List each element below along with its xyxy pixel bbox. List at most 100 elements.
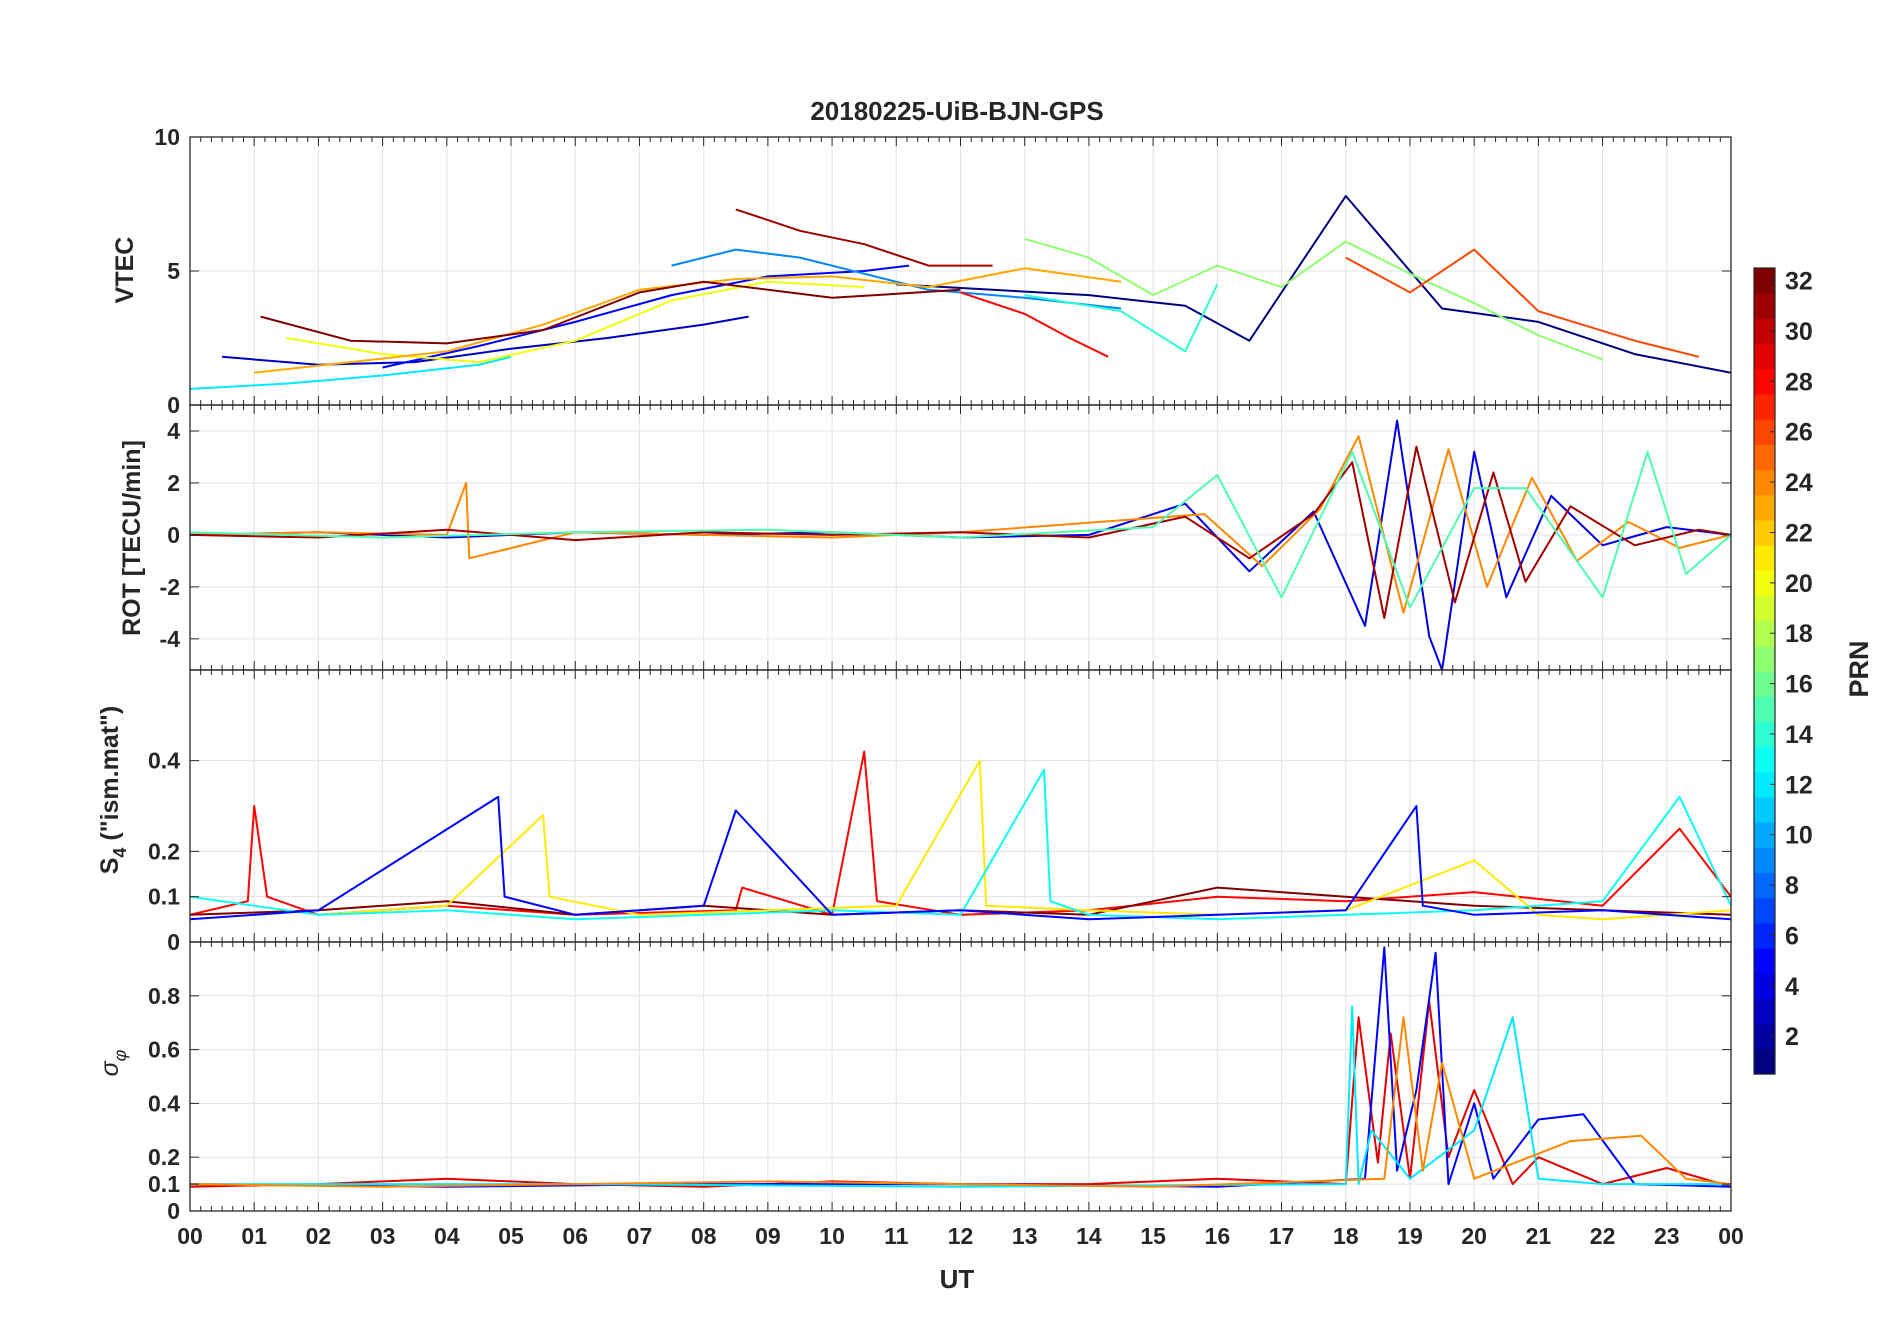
vtec-y-tick-label: 0 [167,392,180,418]
vtec-series-prn-28 [960,291,1109,358]
x-tick-label: 11 [884,1223,909,1249]
chart-title: 20180225-UiB-BJN-GPS [810,96,1103,126]
s4-y-tick-label: 0.2 [148,838,180,864]
x-tick-label: 06 [562,1223,588,1249]
sigma-phi-series-prn-24 [190,1016,1731,1188]
x-tick-label: 03 [370,1223,396,1249]
colorbar-swatch [1754,494,1775,521]
colorbar-swatch [1754,948,1775,974]
vtec-series-prn-26 [1345,248,1700,358]
colorbar-tick-label: 14 [1785,721,1813,749]
s4-series-prn-21 [318,759,1731,921]
colorbar-swatch [1754,570,1775,597]
colorbar-swatch [1754,318,1775,345]
rot-axes: -4 -2 0 2 4 [160,404,1732,671]
vtec-series-prn-5 [382,264,910,369]
sigma-phi-panel: 00.10.20.40.60.8 σφ [96,941,1732,1224]
s4-y-tick-label: 0.1 [148,884,180,910]
x-tick-label: 08 [691,1223,717,1249]
s4-series-prn-5 [190,795,1731,921]
colorbar-swatch [1754,293,1775,319]
sigma-phi-plot-area [190,946,1731,1188]
colorbar-swatch [1754,897,1775,924]
colorbar-swatch [1754,645,1775,672]
colorbar-swatch [1754,595,1775,622]
rot-plot-area [190,419,1731,670]
colorbar-swatch [1754,343,1775,370]
vtec-y-axis-label: VTEC [111,237,139,304]
colorbar-swatch [1754,872,1775,899]
colorbar-tick-label: 24 [1785,469,1813,497]
x-tick-label: 17 [1269,1223,1295,1249]
colorbar-swatch [1754,368,1775,395]
colorbar-swatch [1754,1023,1775,1050]
sigma-phi-y-tick-label: 0.2 [148,1144,180,1170]
colorbar-frame [1753,267,1776,1075]
colorbar-tick-label: 4 [1785,973,1799,1001]
s4-traces [190,750,1731,921]
x-tick-label: 23 [1654,1223,1680,1249]
rot-traces [190,419,1731,670]
colorbar-swatch [1754,696,1775,722]
colorbar-tick-label: 12 [1785,771,1813,799]
x-tick-label: 00 [1718,1223,1744,1249]
sigma-phi-y-tick-label: 0.8 [148,983,180,1009]
colorbar-swatch [1754,268,1775,294]
x-tick-label: 02 [306,1223,332,1249]
vtec-series-prn-9 [671,248,1122,310]
rot-y-tick-label: -2 [160,574,180,600]
x-tick-label: 20 [1461,1223,1487,1249]
colorbar-swatch [1754,1048,1775,1075]
vtec-traces [190,195,1731,390]
colorbar-swatch [1754,444,1775,471]
rot-series-prn-15 [190,450,1731,609]
rot-y-tick-label: -4 [160,626,181,652]
s4-y-tick-label: 0.4 [148,748,180,774]
sigma-phi-y-tick-label: 0 [167,1198,180,1224]
rot-series-prn-24 [190,435,1731,614]
x-tick-label: 05 [498,1223,524,1249]
s4-plot-area [190,750,1731,921]
rot-y-tick-label: 2 [167,470,180,496]
vtec-series-prn-32 [260,280,961,345]
colorbar-swatch [1754,721,1775,748]
vtec-axes: 0 5 10 [154,124,1732,418]
sigma-phi-y-tick-label: 0.1 [148,1171,180,1197]
rot-panel: -4 -2 0 2 4 ROT [TECU/min] [118,404,1732,671]
x-axis-label: UT [940,1264,975,1294]
x-tick-label: 15 [1140,1223,1166,1249]
sigma-phi-traces [190,946,1731,1188]
x-tick-label: 09 [755,1223,781,1249]
colorbar-swatch [1754,545,1775,571]
sigma-phi-axes: 00.10.2 0.4 0.6 0.8 [148,941,1732,1224]
vtec-series-prn-17 [1024,237,1603,361]
colorbar-tick-label: 28 [1785,368,1813,396]
colorbar-tick-label: 16 [1785,671,1813,699]
colorbar-label: PRN [1844,640,1874,697]
colorbar-tick-label: 18 [1785,620,1813,648]
vtec-series-prn-1 [896,195,1731,374]
sigma-phi-series-prn-12 [190,1005,1731,1188]
colorbar-tick-label: 26 [1785,419,1813,447]
s4-series-prn-28 [190,750,1731,916]
x-tick-label: 00 [177,1223,203,1249]
colorbar-tick-label: 22 [1785,519,1813,547]
colorbar-tick-label: 30 [1785,318,1813,346]
sigma-phi-y-tick-label: 0.4 [148,1090,180,1116]
x-tick-label: 22 [1590,1223,1616,1249]
s4-y-tick-label: 0 [167,929,180,955]
rot-y-axis-label: ROT [TECU/min] [118,440,146,636]
colorbar-swatch [1754,671,1775,697]
colorbar-swatch [1754,746,1775,773]
x-tick-label: 16 [1205,1223,1231,1249]
colorbar-swatch [1754,419,1775,445]
vtec-plot-area [190,195,1731,390]
s4-series-prn-13 [190,768,1731,921]
colorbar-swatch [1754,922,1775,949]
x-axis-tick-labels: 00 01 02 03 04 05 06 07 08 09 10 11 12 13 14 15 16 17 18 19… [177,1223,1744,1249]
x-tick-label: 14 [1076,1223,1102,1249]
rot-y-tick-label: 0 [167,522,180,548]
